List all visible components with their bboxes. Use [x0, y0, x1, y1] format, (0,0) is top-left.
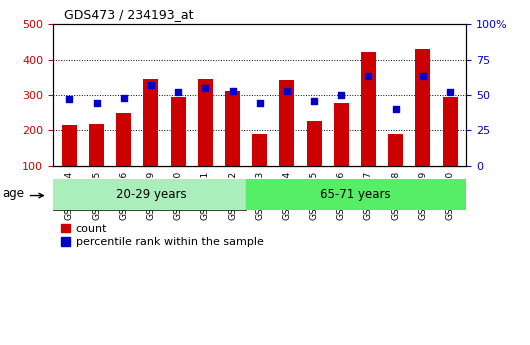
Legend: count, percentile rank within the sample: count, percentile rank within the sample — [57, 219, 268, 252]
Bar — [198, 79, 213, 166]
Bar — [171, 97, 185, 166]
Point — [310, 98, 319, 103]
Bar — [334, 103, 349, 166]
Bar — [252, 135, 267, 166]
Bar — [53, 179, 246, 210]
Point — [419, 74, 427, 79]
Text: GDS473 / 234193_at: GDS473 / 234193_at — [64, 8, 193, 21]
Point — [446, 89, 454, 95]
Point — [174, 89, 182, 95]
Text: GSM10369: GSM10369 — [418, 171, 427, 220]
Text: GSM10364: GSM10364 — [282, 171, 292, 220]
Text: GSM10355: GSM10355 — [92, 171, 101, 220]
Bar — [225, 91, 240, 166]
Text: GSM10365: GSM10365 — [310, 171, 319, 220]
Text: GSM10360: GSM10360 — [174, 171, 183, 220]
Text: GSM10356: GSM10356 — [119, 171, 128, 220]
Bar — [307, 121, 322, 166]
Bar — [246, 179, 466, 210]
Point — [392, 106, 400, 112]
Point — [65, 96, 74, 102]
Bar — [116, 112, 131, 166]
Bar — [388, 135, 403, 166]
Point — [228, 88, 237, 93]
FancyBboxPatch shape — [53, 179, 246, 210]
Point — [255, 101, 264, 106]
Text: age: age — [3, 187, 25, 200]
Text: GSM10362: GSM10362 — [228, 171, 237, 220]
Text: GSM10363: GSM10363 — [255, 171, 264, 220]
Point — [201, 85, 209, 91]
Text: 20-29 years: 20-29 years — [116, 188, 186, 201]
Bar — [89, 124, 104, 166]
Text: 65-71 years: 65-71 years — [320, 188, 390, 201]
Bar — [361, 52, 376, 166]
Point — [92, 101, 101, 106]
Bar — [279, 80, 294, 166]
Text: GSM10366: GSM10366 — [337, 171, 346, 220]
Bar — [416, 49, 430, 166]
Point — [119, 95, 128, 100]
Bar — [144, 79, 158, 166]
Text: GSM10368: GSM10368 — [391, 171, 400, 220]
Text: GSM10354: GSM10354 — [65, 171, 74, 220]
Text: GSM10370: GSM10370 — [446, 171, 455, 220]
Point — [147, 82, 155, 88]
Point — [337, 92, 346, 98]
Text: GSM10359: GSM10359 — [146, 171, 155, 220]
Bar — [443, 97, 457, 166]
Point — [364, 74, 373, 79]
Text: GSM10367: GSM10367 — [364, 171, 373, 220]
Text: GSM10361: GSM10361 — [201, 171, 210, 220]
Point — [282, 88, 291, 93]
Bar — [62, 125, 77, 166]
